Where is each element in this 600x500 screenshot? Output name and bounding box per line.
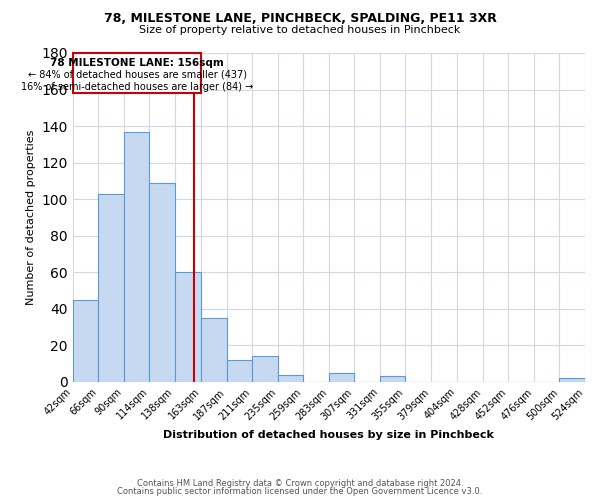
Text: Contains public sector information licensed under the Open Government Licence v3: Contains public sector information licen… — [118, 487, 482, 496]
Bar — [227, 360, 253, 382]
Bar — [253, 356, 278, 382]
Bar — [202, 318, 227, 382]
Bar — [380, 376, 406, 382]
X-axis label: Distribution of detached houses by size in Pinchbeck: Distribution of detached houses by size … — [163, 430, 494, 440]
Bar — [124, 132, 149, 382]
Text: 16% of semi-detached houses are larger (84) →: 16% of semi-detached houses are larger (… — [21, 82, 253, 92]
Text: ← 84% of detached houses are smaller (437): ← 84% of detached houses are smaller (43… — [28, 70, 247, 80]
Text: Contains HM Land Registry data © Crown copyright and database right 2024.: Contains HM Land Registry data © Crown c… — [137, 478, 463, 488]
Bar — [329, 373, 355, 382]
Bar — [175, 272, 202, 382]
Y-axis label: Number of detached properties: Number of detached properties — [26, 130, 36, 305]
Bar — [278, 374, 304, 382]
Bar — [73, 300, 98, 382]
Bar — [73, 53, 202, 93]
Text: 78, MILESTONE LANE, PINCHBECK, SPALDING, PE11 3XR: 78, MILESTONE LANE, PINCHBECK, SPALDING,… — [104, 12, 496, 26]
Text: 78 MILESTONE LANE: 156sqm: 78 MILESTONE LANE: 156sqm — [50, 58, 224, 68]
Bar — [149, 182, 175, 382]
Bar — [98, 194, 124, 382]
Bar — [559, 378, 585, 382]
Text: Size of property relative to detached houses in Pinchbeck: Size of property relative to detached ho… — [139, 25, 461, 35]
